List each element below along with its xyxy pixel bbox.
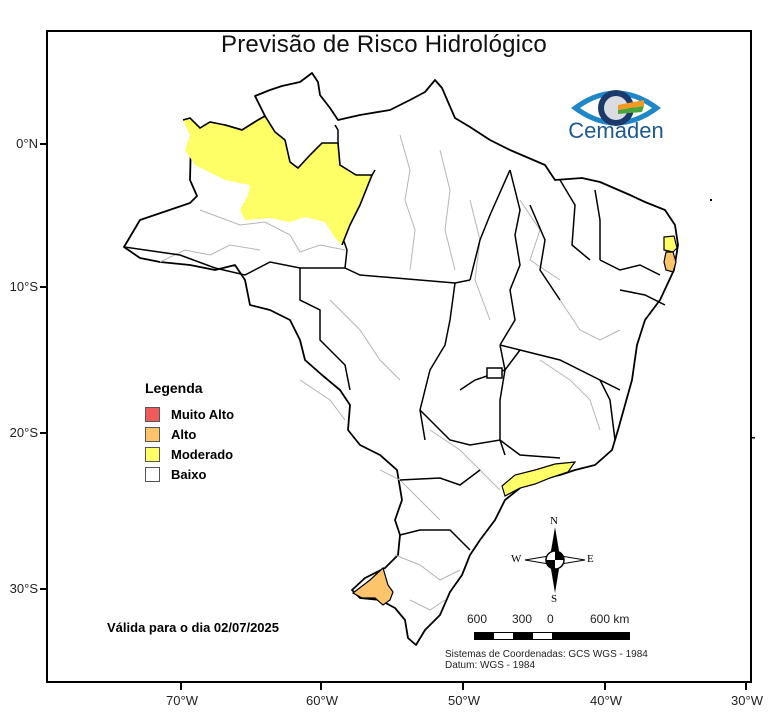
- x-tick-mark: [180, 683, 182, 690]
- y-tick-label: 0°N: [16, 136, 38, 151]
- y-tick-mark: [40, 143, 47, 145]
- legend-label: Muito Alto: [171, 406, 235, 422]
- scale-label: 0: [547, 612, 554, 626]
- scale-label: 600: [467, 612, 488, 626]
- x-tick-label: 30°W: [731, 693, 763, 708]
- x-tick-label: 40°W: [590, 693, 622, 708]
- x-tick-label: 50°W: [448, 693, 480, 708]
- legend-title: Legenda: [145, 380, 203, 396]
- y-tick-label: 30°S: [9, 581, 38, 596]
- scale-label: 300: [512, 612, 533, 626]
- y-tick-label: 20°S: [9, 425, 38, 440]
- north-arrow-compass: N S E W: [505, 515, 605, 610]
- compass-s-label: S: [551, 593, 558, 605]
- map-frame: [46, 30, 752, 683]
- y-tick-mark: [40, 588, 47, 590]
- legend-swatch: [145, 426, 160, 442]
- map-title: Previsão de Risco Hidrológico: [221, 31, 547, 58]
- legend-swatch: [145, 466, 160, 482]
- compass-w-label: W: [511, 553, 522, 565]
- compass-e-label: E: [587, 553, 594, 565]
- x-tick-mark: [462, 683, 464, 690]
- legend-item-muito-alto: Muito Alto: [145, 404, 234, 424]
- legend-swatch: [145, 406, 160, 422]
- x-tick-mark: [604, 683, 606, 690]
- cemaden-logo-text: Cemaden: [568, 118, 664, 143]
- scale-bar: [474, 632, 630, 640]
- y-tick-mark: [40, 286, 47, 288]
- risk-region-rn-coast: [663, 235, 678, 253]
- scale-label: 600 km: [590, 612, 630, 626]
- y-tick-label: 10°S: [9, 279, 38, 294]
- subregion-boundaries: [159, 134, 621, 611]
- datum-text: Datum: WGS - 1984: [445, 660, 536, 671]
- risk-region-pb-pe-coast: [663, 251, 677, 273]
- x-tick-mark: [745, 683, 747, 690]
- legend-item-moderado: Moderado: [145, 444, 234, 464]
- x-tick-label: 60°W: [306, 693, 338, 708]
- compass-rose-icon: [524, 527, 586, 593]
- risk-region-sp-rj-coast: [501, 461, 577, 497]
- cemaden-logo-icon: [571, 90, 661, 126]
- legend-label: Baixo: [171, 466, 207, 482]
- legend-item-baixo: Baixo: [145, 464, 234, 484]
- legend-label: Moderado: [171, 446, 234, 462]
- coordinate-system-text: Sistemas de Coordenadas: GCS WGS - 1984: [445, 649, 648, 660]
- compass-n-label: N: [550, 515, 558, 527]
- legend: Legenda Muito Alto Alto Moderado Baixo: [145, 380, 234, 484]
- validity-date: Válida para o dia 02/07/2025: [107, 620, 279, 635]
- coordinate-system-note: Sistemas de Coordenadas: GCS WGS - 1984 …: [445, 649, 648, 671]
- legend-item-alto: Alto: [145, 424, 234, 444]
- x-tick-label: 70°W: [166, 693, 198, 708]
- legend-swatch: [145, 446, 160, 462]
- risk-region-rs-west: [351, 566, 394, 606]
- y-tick-mark: [40, 432, 47, 434]
- risk-region-amazonas: [183, 116, 372, 245]
- x-tick-mark: [320, 683, 322, 690]
- legend-label: Alto: [171, 426, 197, 442]
- distrito-federal: [486, 367, 503, 379]
